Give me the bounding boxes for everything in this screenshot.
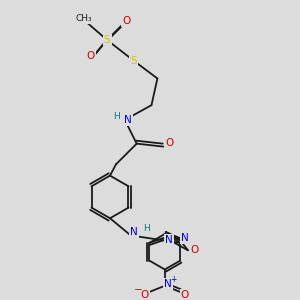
Text: O: O xyxy=(122,16,130,26)
Text: H: H xyxy=(113,112,120,121)
Text: N: N xyxy=(165,235,173,245)
Text: N: N xyxy=(130,227,138,237)
Text: −: − xyxy=(134,285,143,295)
Text: O: O xyxy=(87,51,95,61)
Text: O: O xyxy=(190,245,199,255)
Text: O: O xyxy=(140,290,149,300)
Text: CH₃: CH₃ xyxy=(75,14,92,23)
Text: O: O xyxy=(181,290,189,300)
Text: N: N xyxy=(181,232,188,242)
Text: S: S xyxy=(104,35,110,45)
Text: O: O xyxy=(166,138,174,148)
Text: N: N xyxy=(124,115,132,125)
Text: +: + xyxy=(170,275,176,284)
Text: S: S xyxy=(130,56,137,66)
Text: H: H xyxy=(143,224,149,233)
Text: N: N xyxy=(164,279,172,289)
